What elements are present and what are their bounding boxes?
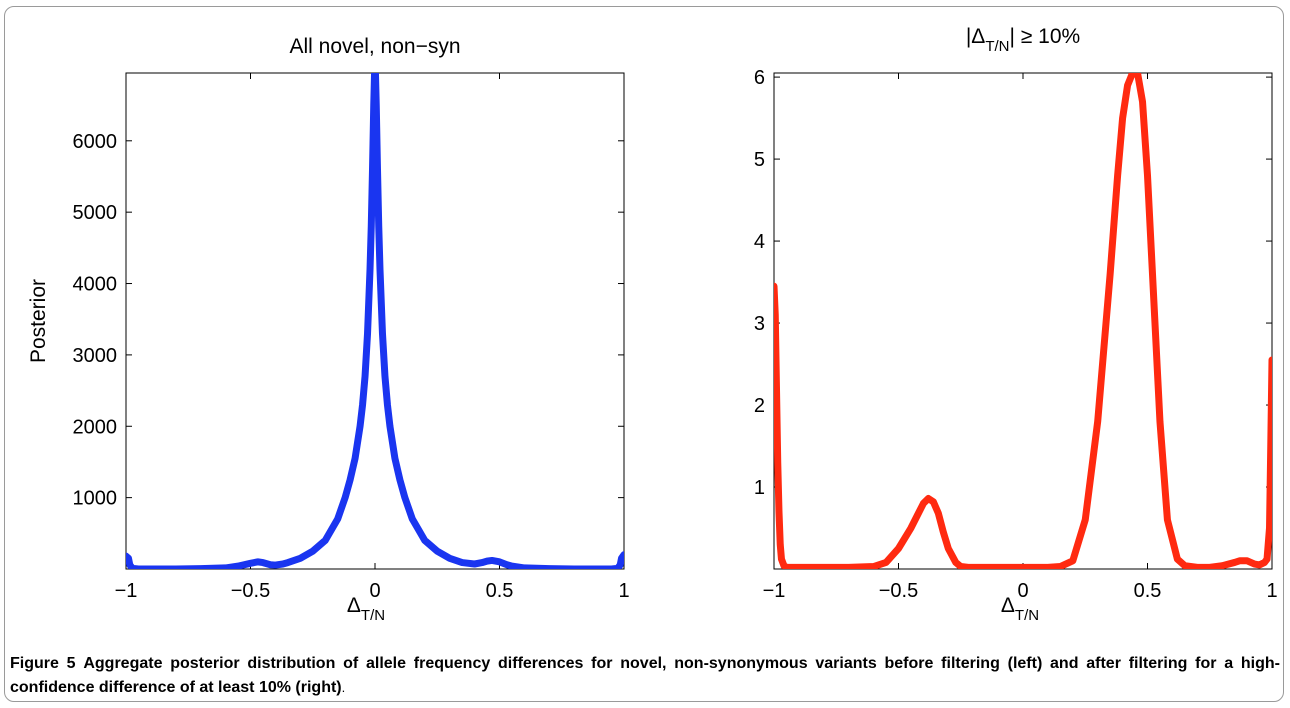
- left-y-tick-label: 1000: [73, 488, 118, 510]
- right-line-layer: [774, 73, 1272, 569]
- caption-label: Figure 5: [10, 655, 76, 672]
- left-series-line: [126, 73, 624, 569]
- right-y-tick-label: 6: [754, 67, 765, 89]
- right-plot-title-sub: T/N: [985, 38, 1009, 55]
- left-x-tick-label: −1: [115, 580, 138, 602]
- right-x-tick-label: 0.5: [1134, 580, 1162, 602]
- right-x-axis-title-main: Δ: [1001, 594, 1015, 617]
- right-x-ticks: −1 −0.5 0 0.5 1: [763, 73, 1278, 602]
- right-y-ticks: 1 2 3 4 5 6: [754, 67, 1272, 499]
- figure-caption: Figure 5 Aggregate posterior distributio…: [10, 652, 1280, 700]
- right-x-tick-label: 0: [1017, 580, 1028, 602]
- left-y-tick-label: 4000: [73, 274, 118, 296]
- right-x-tick-label: −1: [763, 580, 786, 602]
- left-y-axis-title: Posterior: [27, 279, 50, 363]
- right-plot-title-main: |Δ: [966, 25, 985, 48]
- left-x-tick-label: 0: [369, 580, 380, 602]
- left-plot: −1 −0.5 0 0.5 1 1000 2000 3000 4000 5000 6000 All…: [27, 35, 630, 624]
- right-x-tick-label: 1: [1266, 580, 1277, 602]
- left-y-tick-label: 5000: [73, 202, 118, 224]
- right-y-tick-label: 1: [754, 477, 765, 499]
- right-plot-title: |ΔT/N| ≥ 10%: [966, 25, 1080, 55]
- left-line-layer: [126, 73, 624, 569]
- right-y-tick-label: 4: [754, 231, 765, 253]
- right-y-tick-label: 2: [754, 395, 765, 417]
- left-y-ticks: 1000 2000 3000 4000 5000 6000: [73, 131, 624, 510]
- left-x-axis-title-main: Δ: [347, 594, 361, 617]
- left-x-tick-label: 0.5: [486, 580, 514, 602]
- right-plot-title-rest: | ≥ 10%: [1009, 25, 1080, 48]
- left-y-tick-label: 6000: [73, 131, 118, 153]
- right-y-tick-label: 5: [754, 149, 765, 171]
- right-x-axis-title-sub: T/N: [1015, 607, 1039, 624]
- caption-end: .: [341, 680, 346, 695]
- caption-text: Aggregate posterior distribution of alle…: [10, 655, 1280, 696]
- left-x-ticks: −1 −0.5 0 0.5 1: [115, 73, 630, 602]
- left-x-tick-label: 1: [618, 580, 629, 602]
- right-series-line: [774, 73, 1272, 569]
- left-x-tick-label: −0.5: [231, 580, 270, 602]
- left-x-axis-title-sub: T/N: [361, 607, 385, 624]
- left-plot-title: All novel, non−syn: [289, 35, 460, 58]
- right-x-tick-label: −0.5: [879, 580, 918, 602]
- right-x-axis-title: ΔT/N: [1001, 594, 1039, 624]
- right-y-tick-label: 3: [754, 313, 765, 335]
- left-y-tick-label: 3000: [73, 345, 118, 367]
- left-x-axis-title: ΔT/N: [347, 594, 385, 624]
- right-plot-area: [773, 72, 1273, 570]
- left-y-tick-label: 2000: [73, 416, 118, 438]
